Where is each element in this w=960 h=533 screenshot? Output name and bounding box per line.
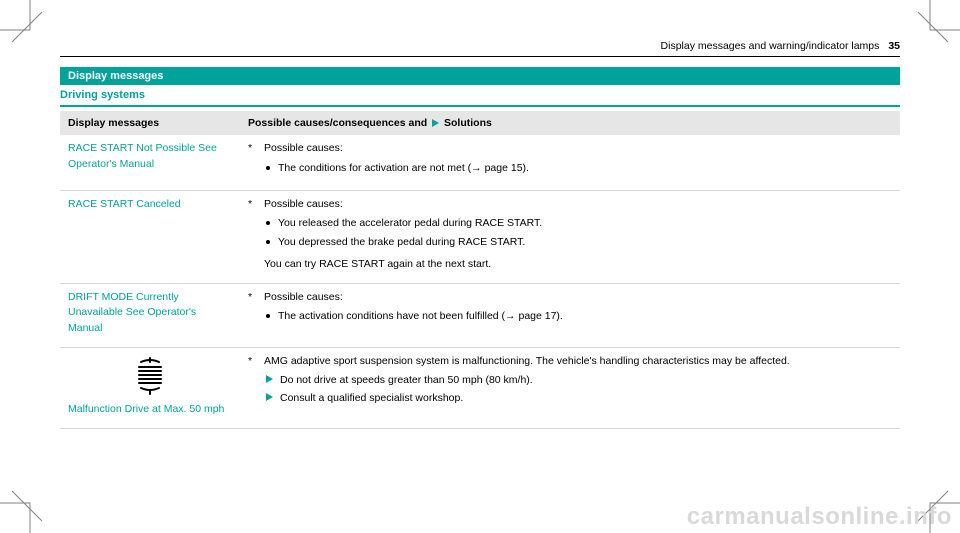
- table-row: RACE START Canceled * Possible causes: Y…: [60, 190, 900, 283]
- display-message: DRIFT MODE Currently Unavailable See Ope…: [60, 283, 240, 347]
- col-header-messages: Display messages: [60, 111, 240, 135]
- cause-after: You can try RACE START again at the next…: [264, 257, 892, 273]
- cause-intro: Possible causes:: [264, 142, 343, 154]
- cause-bullet: You released the accelerator pedal durin…: [264, 216, 892, 232]
- asterisk-icon: *: [248, 354, 258, 410]
- asterisk-icon: *: [248, 141, 258, 180]
- causes-cell: * AMG adaptive sport suspension system i…: [240, 347, 900, 428]
- cause-bullet: The activation conditions have not been …: [264, 309, 892, 325]
- cause-bullet: You depressed the brake pedal during RAC…: [264, 235, 892, 251]
- action-item: Consult a qualified specialist workshop.: [264, 391, 892, 407]
- cause-bullet: The conditions for activation are not me…: [264, 161, 892, 177]
- page-body: Display messages and warning/indicator l…: [0, 0, 960, 449]
- table-row: Malfunction Drive at Max. 50 mph * AMG a…: [60, 347, 900, 428]
- solutions-arrow-icon: [432, 119, 439, 127]
- display-message: RACE START Canceled: [60, 190, 240, 283]
- cause-intro: AMG adaptive sport suspension system is …: [264, 355, 790, 367]
- display-message: RACE START Not Possible See Operator's M…: [60, 135, 240, 190]
- suspension-icon: [68, 356, 232, 396]
- action-arrow-icon: [266, 393, 273, 401]
- causes-cell: * Possible causes: The activation condit…: [240, 283, 900, 347]
- table-row: RACE START Not Possible See Operator's M…: [60, 135, 900, 190]
- action-item: Do not drive at speeds greater than 50 m…: [264, 373, 892, 389]
- cause-intro: Possible causes:: [264, 198, 343, 210]
- header-rule: [60, 56, 900, 57]
- causes-cell: * Possible causes: The conditions for ac…: [240, 135, 900, 190]
- page-corner-tr: [910, 0, 960, 50]
- watermark: carmanualsonline.info: [687, 503, 952, 531]
- table-header-row: Display messages Possible causes/consequ…: [60, 111, 900, 135]
- display-message: Malfunction Drive at Max. 50 mph: [68, 402, 232, 418]
- diagnostics-table: Display messages Possible causes/consequ…: [60, 111, 900, 429]
- causes-cell: * Possible causes: You released the acce…: [240, 190, 900, 283]
- page-corner-tl: [0, 0, 50, 50]
- running-header: Display messages and warning/indicator l…: [60, 40, 900, 52]
- section-title: Display messages: [60, 67, 900, 85]
- page-corner-bl: [0, 483, 50, 533]
- page-number: 35: [888, 40, 900, 52]
- col-header-solutions: Possible causes/consequences and Solutio…: [240, 111, 900, 135]
- display-message-cell: Malfunction Drive at Max. 50 mph: [60, 347, 240, 428]
- subsection-title: Driving systems: [60, 85, 900, 107]
- asterisk-icon: *: [248, 290, 258, 329]
- cause-intro: Possible causes:: [264, 291, 343, 303]
- action-arrow-icon: [266, 375, 273, 383]
- asterisk-icon: *: [248, 197, 258, 273]
- table-row: DRIFT MODE Currently Unavailable See Ope…: [60, 283, 900, 347]
- running-title: Display messages and warning/indicator l…: [661, 40, 880, 52]
